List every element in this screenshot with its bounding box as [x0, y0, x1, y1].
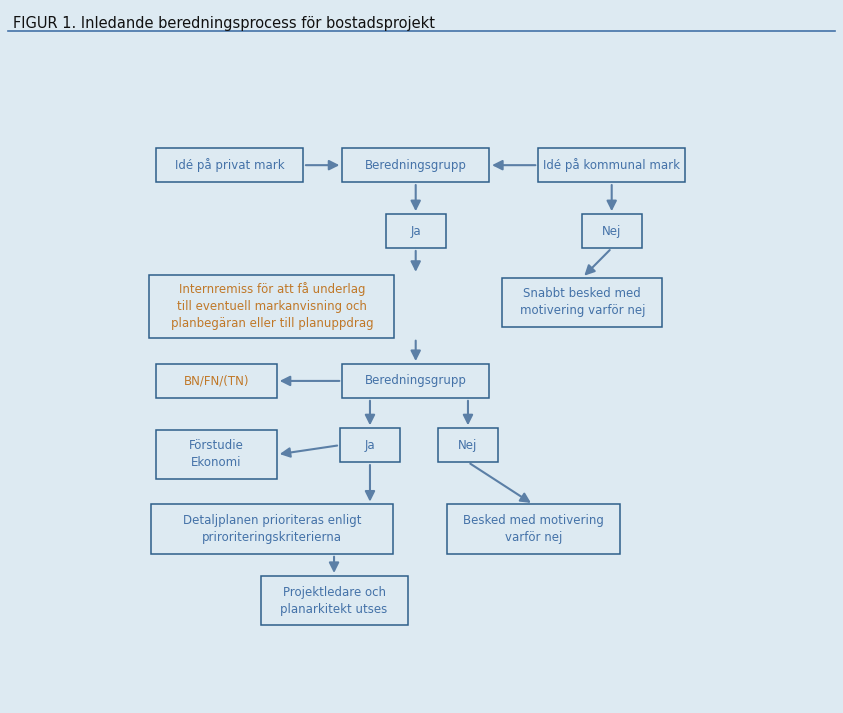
Text: Detaljplanen prioriteras enligt
priroriteringskriterierna: Detaljplanen prioriteras enligt prirorit… [183, 514, 361, 544]
Text: Internremiss för att få underlag
till eventuell markanvisning och
planbegäran el: Internremiss för att få underlag till ev… [170, 282, 373, 330]
Text: Projektledare och
planarkitekt utses: Projektledare och planarkitekt utses [281, 585, 388, 615]
FancyBboxPatch shape [156, 430, 277, 479]
FancyBboxPatch shape [156, 148, 303, 183]
FancyBboxPatch shape [149, 275, 395, 338]
FancyBboxPatch shape [582, 214, 642, 248]
FancyBboxPatch shape [502, 277, 663, 327]
Text: Förstudie
Ekonomi: Förstudie Ekonomi [189, 439, 244, 469]
Text: FIGUR 1. Inledande beredningsprocess för bostadsprojekt: FIGUR 1. Inledande beredningsprocess för… [13, 16, 435, 31]
Text: Ja: Ja [411, 225, 421, 237]
FancyBboxPatch shape [385, 214, 446, 248]
Text: Idé på kommunal mark: Idé på kommunal mark [543, 158, 680, 172]
FancyBboxPatch shape [151, 505, 393, 554]
FancyBboxPatch shape [538, 148, 685, 183]
Text: Ja: Ja [365, 438, 375, 451]
Text: Idé på privat mark: Idé på privat mark [175, 158, 284, 172]
FancyBboxPatch shape [342, 364, 489, 398]
Text: Beredningsgrupp: Beredningsgrupp [365, 159, 467, 172]
FancyBboxPatch shape [156, 364, 277, 398]
FancyBboxPatch shape [342, 148, 489, 183]
Text: Nej: Nej [459, 438, 478, 451]
Text: BN/FN/(TN): BN/FN/(TN) [184, 374, 250, 387]
Text: Nej: Nej [602, 225, 621, 237]
FancyBboxPatch shape [447, 505, 620, 554]
Text: Besked med motivering
varför nej: Besked med motivering varför nej [463, 514, 604, 544]
FancyBboxPatch shape [438, 428, 498, 462]
FancyBboxPatch shape [260, 576, 407, 625]
FancyBboxPatch shape [340, 428, 400, 462]
Text: Snabbt besked med
motivering varför nej: Snabbt besked med motivering varför nej [519, 287, 645, 317]
Text: Beredningsgrupp: Beredningsgrupp [365, 374, 467, 387]
